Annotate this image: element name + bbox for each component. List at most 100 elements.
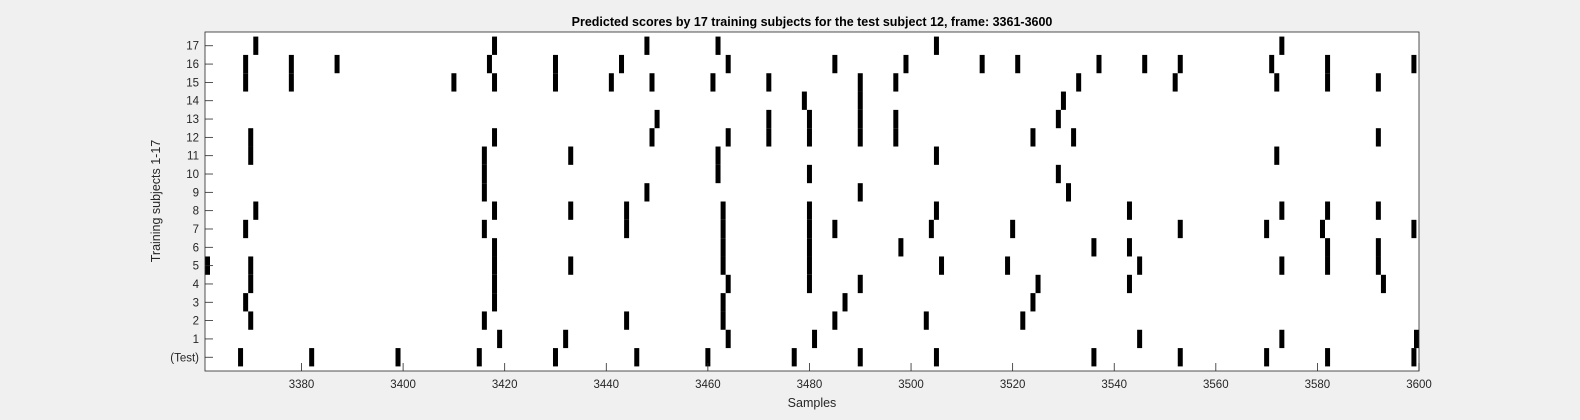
score-mark bbox=[1414, 329, 1419, 349]
score-mark bbox=[806, 164, 812, 184]
score-mark bbox=[481, 164, 487, 184]
score-mark bbox=[481, 146, 487, 165]
y-tick-label: 8 bbox=[193, 206, 199, 218]
score-mark bbox=[1030, 293, 1036, 312]
y-tick-label: 16 bbox=[186, 59, 199, 71]
x-tick-label: 3540 bbox=[1101, 379, 1127, 391]
score-mark bbox=[725, 329, 731, 349]
score-mark bbox=[893, 109, 899, 129]
score-mark bbox=[253, 36, 259, 55]
score-mark bbox=[486, 54, 492, 74]
y-tick-label: 2 bbox=[193, 316, 199, 328]
chart-title: Predicted scores by 17 training subjects… bbox=[572, 15, 1053, 29]
y-tick-label: 15 bbox=[186, 77, 199, 89]
score-mark bbox=[1035, 274, 1041, 294]
score-mark bbox=[806, 256, 812, 275]
score-mark bbox=[568, 256, 574, 275]
score-mark bbox=[644, 183, 650, 202]
score-mark bbox=[1126, 274, 1132, 294]
score-mark bbox=[1076, 73, 1082, 92]
score-mark bbox=[1325, 238, 1331, 257]
score-mark bbox=[238, 348, 244, 367]
score-mark bbox=[1060, 91, 1066, 110]
score-mark bbox=[649, 128, 655, 147]
y-tick-label: 3 bbox=[193, 297, 199, 309]
y-tick-label: 11 bbox=[187, 151, 199, 163]
score-mark bbox=[634, 348, 640, 367]
score-mark bbox=[552, 54, 558, 74]
score-mark bbox=[476, 348, 482, 367]
score-mark bbox=[766, 128, 772, 147]
score-mark bbox=[608, 73, 614, 92]
score-mark bbox=[619, 54, 625, 74]
score-mark bbox=[715, 146, 721, 165]
score-mark bbox=[1071, 128, 1077, 147]
score-mark bbox=[1137, 256, 1143, 275]
score-mark bbox=[1325, 256, 1331, 275]
score-mark bbox=[243, 73, 249, 92]
score-mark bbox=[1055, 164, 1061, 184]
score-mark bbox=[492, 256, 498, 275]
score-mark bbox=[725, 54, 731, 74]
score-mark bbox=[720, 256, 726, 275]
score-mark bbox=[1375, 73, 1381, 92]
score-mark bbox=[857, 73, 863, 92]
score-mark bbox=[1380, 274, 1386, 294]
score-mark bbox=[243, 54, 249, 74]
score-mark bbox=[1274, 146, 1280, 165]
score-mark bbox=[334, 54, 340, 74]
score-mark bbox=[1020, 311, 1026, 330]
score-mark bbox=[243, 219, 249, 239]
score-mark bbox=[492, 238, 498, 257]
score-mark bbox=[720, 201, 726, 220]
score-mark bbox=[1375, 256, 1381, 275]
score-mark bbox=[248, 311, 254, 330]
score-mark bbox=[893, 73, 899, 92]
score-mark bbox=[248, 274, 254, 294]
score-mark bbox=[893, 128, 899, 147]
score-mark bbox=[766, 109, 772, 129]
score-mark bbox=[1005, 256, 1011, 275]
score-mark bbox=[624, 201, 630, 220]
score-mark bbox=[568, 201, 574, 220]
score-mark bbox=[1319, 219, 1325, 239]
y-tick-label: 13 bbox=[186, 114, 199, 126]
score-mark bbox=[791, 348, 797, 367]
score-mark bbox=[1325, 54, 1331, 74]
score-mark bbox=[928, 219, 934, 239]
x-tick-label: 3580 bbox=[1305, 379, 1331, 391]
score-mark bbox=[1055, 109, 1061, 129]
score-mark bbox=[309, 348, 315, 367]
score-mark bbox=[492, 201, 498, 220]
score-mark bbox=[857, 183, 863, 202]
score-mark bbox=[923, 311, 929, 330]
score-mark bbox=[1279, 201, 1285, 220]
score-mark bbox=[451, 73, 457, 92]
plot-marks bbox=[205, 36, 1419, 367]
x-tick-label: 3420 bbox=[492, 379, 518, 391]
y-tick-label: 6 bbox=[193, 242, 199, 254]
x-axis: 3380 3400 3420 3440 3460 3480 3500 3520 3540 3560… bbox=[289, 363, 1432, 391]
score-mark bbox=[624, 311, 630, 330]
y-tick-label: 7 bbox=[193, 224, 199, 236]
score-mark bbox=[1177, 219, 1183, 239]
score-mark bbox=[1279, 36, 1285, 55]
score-mark bbox=[720, 311, 726, 330]
score-mark bbox=[492, 274, 498, 294]
x-tick-label: 3440 bbox=[593, 379, 619, 391]
score-mark bbox=[1096, 54, 1102, 74]
score-mark bbox=[720, 293, 726, 312]
score-mark bbox=[481, 183, 487, 202]
score-mark bbox=[481, 219, 487, 239]
score-mark bbox=[898, 238, 904, 257]
score-mark bbox=[1274, 73, 1280, 92]
score-mark bbox=[933, 36, 939, 55]
score-mark bbox=[720, 238, 726, 257]
score-mark bbox=[705, 348, 711, 367]
score-mark bbox=[1375, 201, 1381, 220]
score-mark bbox=[1030, 128, 1036, 147]
score-mark bbox=[801, 91, 807, 110]
score-mark bbox=[766, 73, 772, 92]
score-mark bbox=[933, 201, 939, 220]
score-mark bbox=[492, 36, 498, 55]
